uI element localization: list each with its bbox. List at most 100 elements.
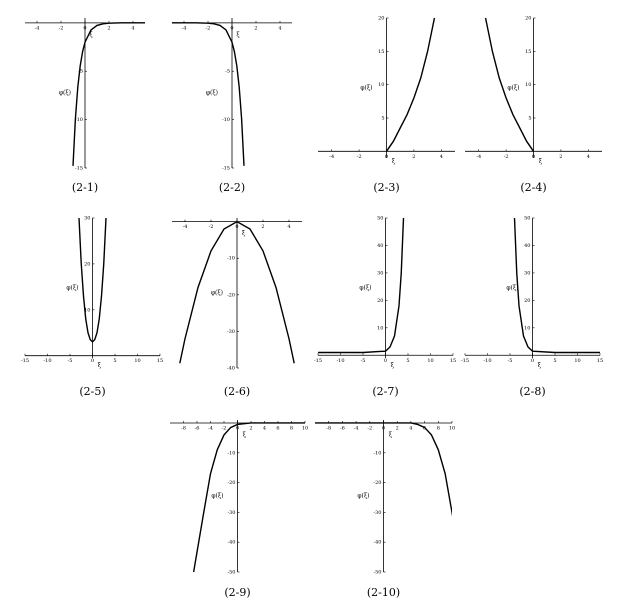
y-tick-label: 20 [525, 16, 531, 22]
panel: -4 -2 0 2 4 5 10 15 20 ξ φ(ξ) (2-4) [465, 16, 602, 194]
y-tick-label: -10 [222, 117, 230, 123]
y-axis-label: φ(ξ) [360, 85, 372, 92]
y-tick-label: -40 [227, 540, 235, 546]
y-tick-label: 30 [524, 270, 530, 276]
caption: (2-2) [219, 181, 245, 194]
y-tick-label: 20 [84, 261, 90, 267]
curve [179, 220, 295, 364]
x-tick-label: -10 [483, 358, 491, 364]
y-axis-label: φ(ξ) [211, 493, 223, 500]
panel: -15 -10 -5 0 5 10 15 10 20 30 40 50 ξ φ(ξ) (2-7) [314, 216, 456, 399]
y-tick-label: -40 [227, 366, 235, 372]
x-tick-label: -4 [354, 425, 359, 431]
y-tick-label: -10 [227, 256, 235, 262]
x-tick-label: 4 [440, 154, 443, 160]
x-tick-label: 4 [587, 154, 590, 160]
y-tick-label: -30 [227, 510, 235, 516]
y-tick-label: 10 [525, 82, 531, 88]
y-tick-label: 10 [524, 325, 530, 331]
x-tick-label: 10 [427, 358, 433, 364]
caption: (2-6) [224, 385, 250, 398]
x-tick-label: -4 [329, 154, 334, 160]
y-tick-label: -50 [373, 570, 381, 576]
panel: -15 -10 -5 0 5 10 15 10 20 30 ξ φ(ξ) (2-5) [21, 216, 163, 399]
panel: -8 -6 -4 -2 0 2 4 6 8 10-10-20-30-40-50ξφ(ξ)(2-10… [315, 420, 455, 599]
x-tick-label: -2 [206, 25, 211, 31]
y-tick-label: -50 [227, 570, 235, 576]
x-tick-label: -2 [367, 425, 372, 431]
y-tick-label: -15 [222, 166, 230, 172]
x-tick-label: 0 [384, 358, 387, 364]
y-axis-label: φ(ξ) [357, 493, 369, 500]
y-tick-label: 40 [524, 243, 530, 249]
y-tick-label: 20 [377, 298, 383, 304]
y-tick-label: 40 [377, 243, 383, 249]
y-tick-label: -20 [373, 480, 381, 486]
x-axis-label: ξ [243, 431, 247, 438]
x-tick-label: 4 [131, 25, 134, 31]
x-tick-label: 5 [553, 358, 556, 364]
curve [192, 422, 305, 573]
x-tick-label: 6 [276, 425, 279, 431]
x-tick-label: -8 [326, 425, 331, 431]
x-axis-label: ξ [98, 362, 102, 369]
x-tick-label: 5 [406, 358, 409, 364]
x-tick-label: -5 [361, 358, 366, 364]
x-axis-label: ξ [391, 362, 395, 369]
x-tick-label: 0 [385, 154, 388, 160]
caption: (2-8) [519, 385, 545, 398]
x-tick-label: -6 [195, 425, 200, 431]
y-axis-label: φ(ξ) [59, 90, 71, 97]
y-tick-label: -10 [373, 450, 381, 456]
y-tick-label: 50 [377, 216, 383, 222]
x-tick-label: -4 [35, 25, 40, 31]
y-axis-label: φ(ξ) [507, 85, 519, 92]
x-tick-label: 2 [254, 25, 257, 31]
x-tick-label: 5 [113, 358, 116, 364]
x-tick-label: 0 [83, 25, 86, 31]
x-tick-label: 0 [235, 224, 238, 230]
x-tick-label: 4 [278, 25, 281, 31]
y-tick-label: -5 [78, 69, 83, 75]
x-tick-label: 10 [134, 358, 140, 364]
y-tick-label: 10 [377, 325, 383, 331]
y-tick-label: -20 [227, 292, 235, 298]
caption: (2-1) [72, 181, 98, 194]
y-axis-label: φ(ξ) [359, 285, 371, 292]
y-axis-label: φ(ξ) [206, 90, 218, 97]
x-tick-label: 0 [532, 154, 535, 160]
x-tick-label: 0 [230, 25, 233, 31]
x-tick-label: 8 [437, 425, 440, 431]
curve [78, 217, 107, 343]
x-tick-label: 10 [302, 425, 308, 431]
curve [385, 17, 436, 152]
x-tick-label: 4 [409, 425, 412, 431]
y-tick-label: -10 [75, 117, 83, 123]
x-tick-label: -2 [357, 154, 362, 160]
curve [318, 217, 405, 354]
y-tick-label: 20 [378, 16, 384, 22]
curve [172, 22, 245, 166]
x-tick-label: -10 [336, 358, 344, 364]
x-axis-label: ξ [392, 158, 396, 165]
y-axis-label: φ(ξ) [506, 285, 518, 292]
x-tick-label: 10 [574, 358, 580, 364]
x-axis-label: ξ [242, 230, 246, 237]
y-tick-label: 5 [381, 116, 384, 122]
x-tick-label: 15 [157, 358, 163, 364]
y-tick-label: 30 [84, 216, 90, 222]
x-tick-label: -2 [209, 224, 214, 230]
panel: -4 -2 0 2 4 -5 -10 -15 ξ φ(ξ) (2-1) [25, 18, 145, 194]
y-tick-label: 50 [524, 216, 530, 222]
x-tick-label: 15 [450, 358, 456, 364]
y-tick-label: 15 [378, 49, 384, 55]
x-axis-label: ξ [89, 31, 93, 38]
x-tick-label: 10 [449, 425, 455, 431]
x-tick-label: -4 [183, 224, 188, 230]
y-tick-label: 20 [524, 298, 530, 304]
y-tick-label: -30 [227, 329, 235, 335]
y-tick-label: 30 [377, 270, 383, 276]
